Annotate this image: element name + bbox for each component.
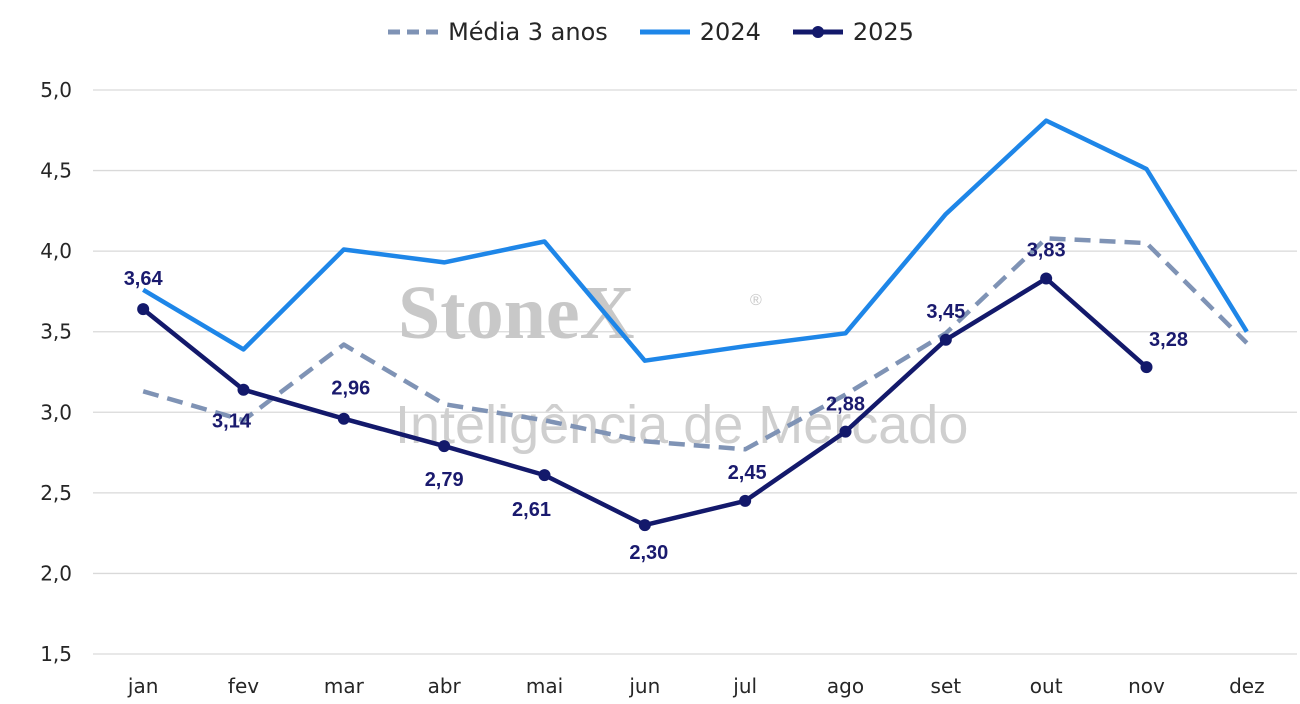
y-tick-label: 4,5 [40, 159, 72, 183]
marker-2025 [939, 333, 952, 346]
marker-2025 [137, 303, 150, 316]
y-tick-label: 4,0 [40, 239, 72, 263]
x-tick-label: dez [1229, 674, 1265, 698]
data-label-2025: 3,14 [212, 411, 252, 433]
marker-2025 [638, 519, 651, 532]
data-label-2025: 3,45 [926, 301, 965, 323]
x-tick-label: jun [628, 674, 660, 698]
legend-item-2025: 2025 [791, 18, 914, 46]
legend-swatch-2025 [792, 26, 843, 38]
marker-2025 [1040, 272, 1053, 285]
legend-label-media-3-anos: Média 3 anos [448, 18, 608, 46]
y-tick-label: 3,0 [40, 400, 72, 424]
data-label-2025: 2,45 [728, 462, 767, 484]
x-tick-label: jan [127, 674, 159, 698]
series-line-2024 [142, 118, 1249, 363]
marker-2025 [438, 440, 451, 453]
watermark-registered: ® [750, 292, 762, 309]
x-tick-label: jul [732, 674, 757, 698]
data-label-2025: 3,64 [124, 268, 164, 290]
data-label-2025: 3,83 [1027, 240, 1066, 262]
legend: Média 3 anos 2024 2025 [0, 18, 1300, 46]
x-tick-label: mai [526, 674, 563, 698]
x-tick-label: out [1030, 674, 1063, 698]
marker-2025 [739, 494, 752, 507]
x-tick-label: ago [827, 674, 864, 698]
y-axis-ticks: 1,5 2,0 2,5 3,0 3,5 4,0 4,5 5,0 [40, 78, 72, 666]
y-tick-label: 2,5 [40, 481, 72, 505]
series-markers [137, 272, 1153, 532]
watermark-brand: StoneX [398, 271, 634, 355]
legend-label-2025: 2025 [852, 18, 914, 46]
y-tick-label: 1,5 [40, 642, 72, 666]
data-labels: 3,64 3,14 2,96 2,79 2,61 2,30 2,45 2,88 3,45 3,83… [124, 240, 1188, 565]
legend-item-2024: 2024 [638, 18, 761, 46]
series-lines [141, 118, 1249, 528]
data-label-2025: 2,88 [826, 394, 865, 416]
y-tick-label: 2,0 [40, 561, 72, 585]
marker-2025 [237, 383, 250, 396]
data-label-2025: 2,61 [512, 499, 551, 521]
x-tick-label: set [931, 674, 962, 698]
y-tick-label: 3,5 [40, 320, 72, 344]
legend-item-media-3-anos: Média 3 anos [386, 18, 608, 46]
x-tick-label: mar [324, 674, 365, 698]
marker-2025 [839, 425, 852, 438]
legend-label-2024: 2024 [699, 18, 761, 46]
series-line-media-3-anos [142, 236, 1249, 452]
marker-2025 [337, 412, 350, 425]
x-axis-ticks: jan fev mar abr mai jun jul ago set out nov dez [127, 674, 1265, 698]
y-tick-label: 5,0 [40, 78, 72, 102]
legend-swatch-2024 [639, 29, 690, 35]
x-tick-label: fev [228, 674, 259, 698]
marker-2025 [538, 469, 551, 482]
watermark: StoneX ® Inteligência de Mercado [395, 271, 968, 455]
data-label-2025: 2,79 [425, 469, 464, 491]
data-label-2025: 3,28 [1149, 329, 1188, 351]
legend-swatch-media-3-anos [388, 29, 439, 35]
gridlines [93, 89, 1297, 655]
x-tick-label: nov [1128, 674, 1165, 698]
data-label-2025: 2,30 [629, 542, 668, 564]
x-tick-label: abr [428, 674, 462, 698]
data-label-2025: 2,96 [331, 378, 370, 400]
marker-2025 [1140, 361, 1153, 374]
